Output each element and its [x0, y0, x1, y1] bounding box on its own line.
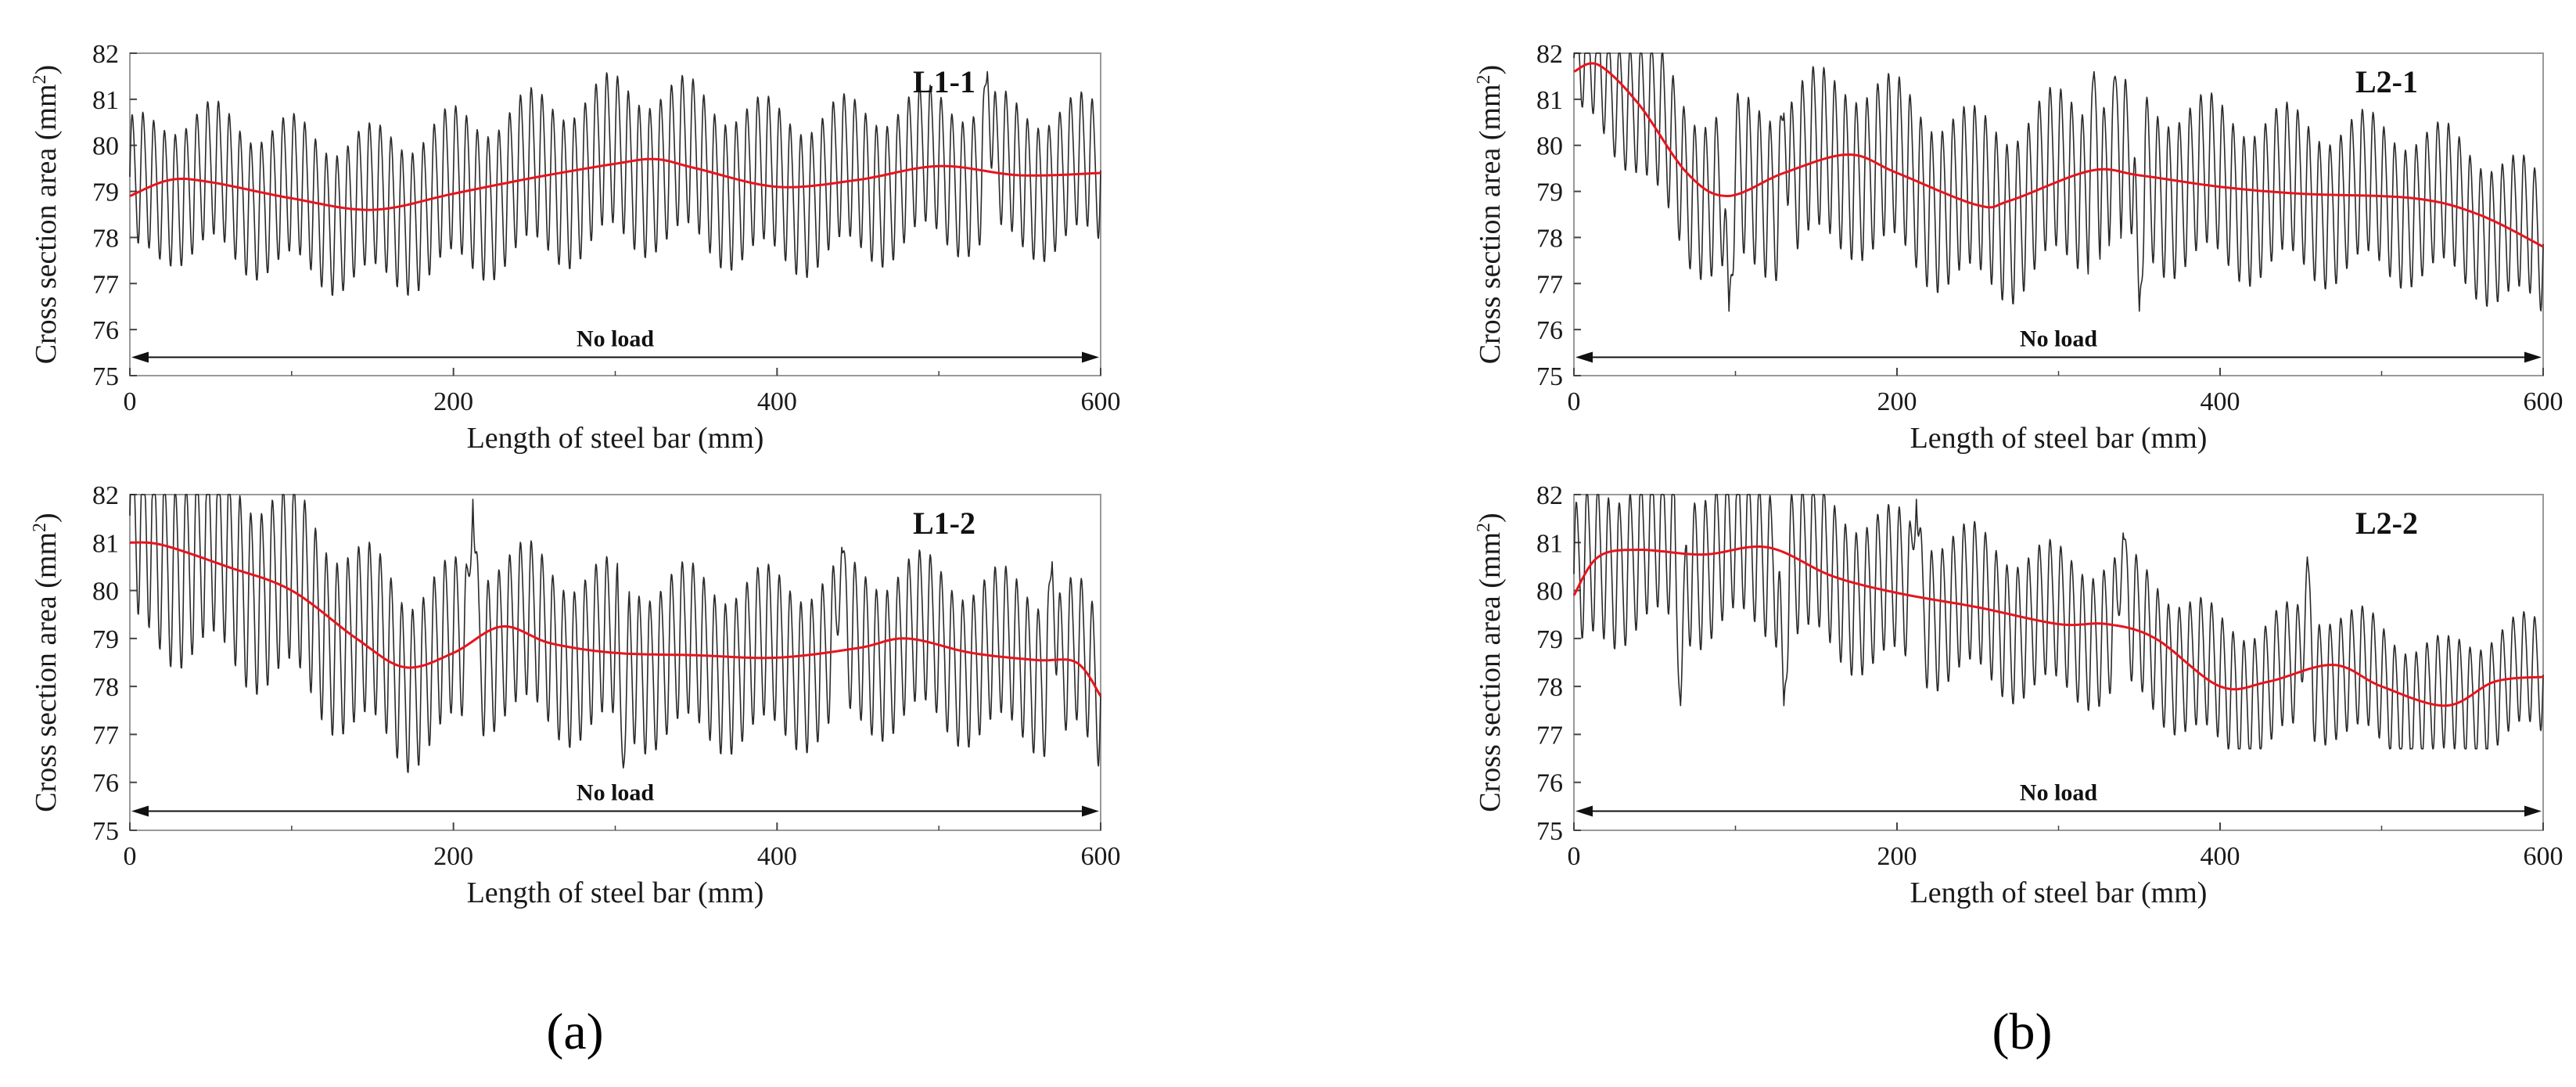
x-tick-label: 400	[2201, 387, 2240, 416]
panel-title: L2-2	[2355, 506, 2418, 541]
y-tick-label: 77	[1536, 270, 1563, 299]
no-load-arrow-head-right	[1082, 351, 1099, 363]
chart-l2-1: 75 76 77 78 79 80 81 82 0 200 400 600 No load L2-1 Len…	[1474, 40, 2563, 455]
fitted-series-line	[1572, 545, 2544, 707]
y-tick-label: 80	[92, 132, 119, 161]
x-tick-label: 0	[124, 842, 137, 871]
y-tick-label: 81	[1536, 86, 1563, 115]
y-tick-label: 79	[1536, 625, 1563, 654]
x-tick-label: 600	[1081, 842, 1121, 871]
y-tick-label: 75	[92, 817, 119, 846]
x-tick-label: 200	[1877, 387, 1917, 416]
no-load-arrow-head-left	[1575, 351, 1593, 363]
x-tick-label: 0	[124, 387, 137, 416]
y-tick-label: 79	[92, 625, 119, 654]
raw-series-line	[1573, 494, 2544, 750]
no-load-arrow-head-left	[1575, 805, 1593, 817]
y-tick-label: 82	[92, 481, 119, 510]
annotation-no-load: No load	[2020, 326, 2098, 351]
annotation-no-load: No load	[577, 326, 655, 351]
x-axis-title: Length of steel bar (mm)	[467, 876, 764, 909]
x-tick-label: 0	[1568, 842, 1581, 871]
x-tick-label: 200	[1877, 842, 1917, 871]
annotation-no-load: No load	[577, 779, 655, 805]
y-tick-label: 82	[92, 40, 119, 69]
panel-title: L2-1	[2355, 64, 2418, 99]
y-tick-label: 78	[1536, 224, 1563, 253]
y-tick-label: 78	[92, 673, 119, 702]
fitted-series-line	[129, 157, 1101, 211]
y-tick-label: 81	[92, 529, 119, 558]
y-tick-label: 77	[92, 270, 119, 299]
chart-l1-1: 75 76 77 78 79 80 81 82 0 200 400 600 No load L1-1 Len…	[30, 40, 1121, 455]
y-axis-title: Cross section area (mm2)	[30, 65, 63, 364]
x-tick-label: 400	[757, 842, 797, 871]
y-tick-label: 76	[92, 316, 119, 345]
x-tick-label: 200	[433, 387, 473, 416]
no-load-arrow-head-left	[131, 351, 149, 363]
fitted-series-line	[129, 541, 1102, 697]
caption-a: (a)	[546, 1003, 603, 1060]
y-tick-label: 81	[1536, 529, 1563, 558]
x-tick-label: 200	[433, 842, 473, 871]
y-axis-title: Cross section area (mm2)	[1474, 513, 1507, 812]
x-tick-label: 400	[2201, 842, 2240, 871]
y-tick-label: 79	[92, 178, 119, 207]
y-tick-label: 78	[92, 224, 119, 253]
y-axis-title: Cross section area (mm2)	[1474, 65, 1507, 364]
y-tick-label: 79	[1536, 178, 1563, 207]
x-tick-label: 600	[2524, 842, 2563, 871]
x-axis-title: Length of steel bar (mm)	[1910, 422, 2208, 455]
chart-l2-2: 75 76 77 78 79 80 81 82 0 200 400 600 No load L2-2 Len…	[1474, 481, 2563, 909]
y-tick-label: 82	[1536, 40, 1563, 69]
x-tick-label: 600	[1081, 387, 1121, 416]
panel-title: L1-2	[913, 506, 975, 541]
caption-b: (b)	[1992, 1003, 2053, 1060]
panel-title: L1-1	[913, 64, 975, 99]
y-tick-label: 77	[92, 721, 119, 750]
y-tick-label: 82	[1536, 481, 1563, 510]
y-tick-label: 77	[1536, 721, 1563, 750]
y-tick-label: 80	[1536, 132, 1563, 161]
y-tick-label: 76	[1536, 769, 1563, 798]
x-tick-label: 400	[757, 387, 797, 416]
x-tick-label: 600	[2524, 387, 2563, 416]
y-tick-label: 75	[1536, 817, 1563, 846]
fitted-series-line	[1573, 62, 2544, 248]
chart-l1-2: 75 76 77 78 79 80 81 82 0 200 400 600 No load L1-2 Len…	[30, 481, 1121, 909]
y-tick-label: 76	[92, 769, 119, 798]
x-axis-title: Length of steel bar (mm)	[1910, 876, 2208, 909]
y-tick-label: 80	[92, 578, 119, 606]
raw-series-line	[1573, 52, 2544, 312]
x-axis-title: Length of steel bar (mm)	[467, 422, 764, 455]
raw-series-line	[129, 494, 1101, 773]
y-tick-label: 80	[1536, 578, 1563, 606]
no-load-arrow-head-left	[131, 805, 149, 817]
y-tick-label: 78	[1536, 673, 1563, 702]
no-load-arrow-head-right	[2524, 351, 2542, 363]
raw-series-line	[129, 70, 1101, 297]
annotation-no-load: No load	[2020, 779, 2098, 805]
y-tick-label: 76	[1536, 316, 1563, 345]
y-tick-label: 75	[92, 362, 119, 391]
y-tick-label: 81	[92, 86, 119, 115]
y-axis-title: Cross section area (mm2)	[30, 513, 63, 812]
no-load-arrow-head-right	[2524, 805, 2542, 817]
no-load-arrow-head-right	[1082, 805, 1099, 817]
x-tick-label: 0	[1568, 387, 1581, 416]
y-tick-label: 75	[1536, 362, 1563, 391]
